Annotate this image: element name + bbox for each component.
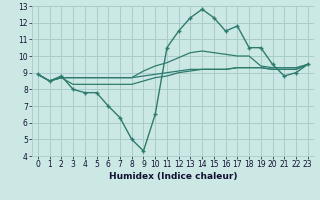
X-axis label: Humidex (Indice chaleur): Humidex (Indice chaleur)	[108, 172, 237, 181]
